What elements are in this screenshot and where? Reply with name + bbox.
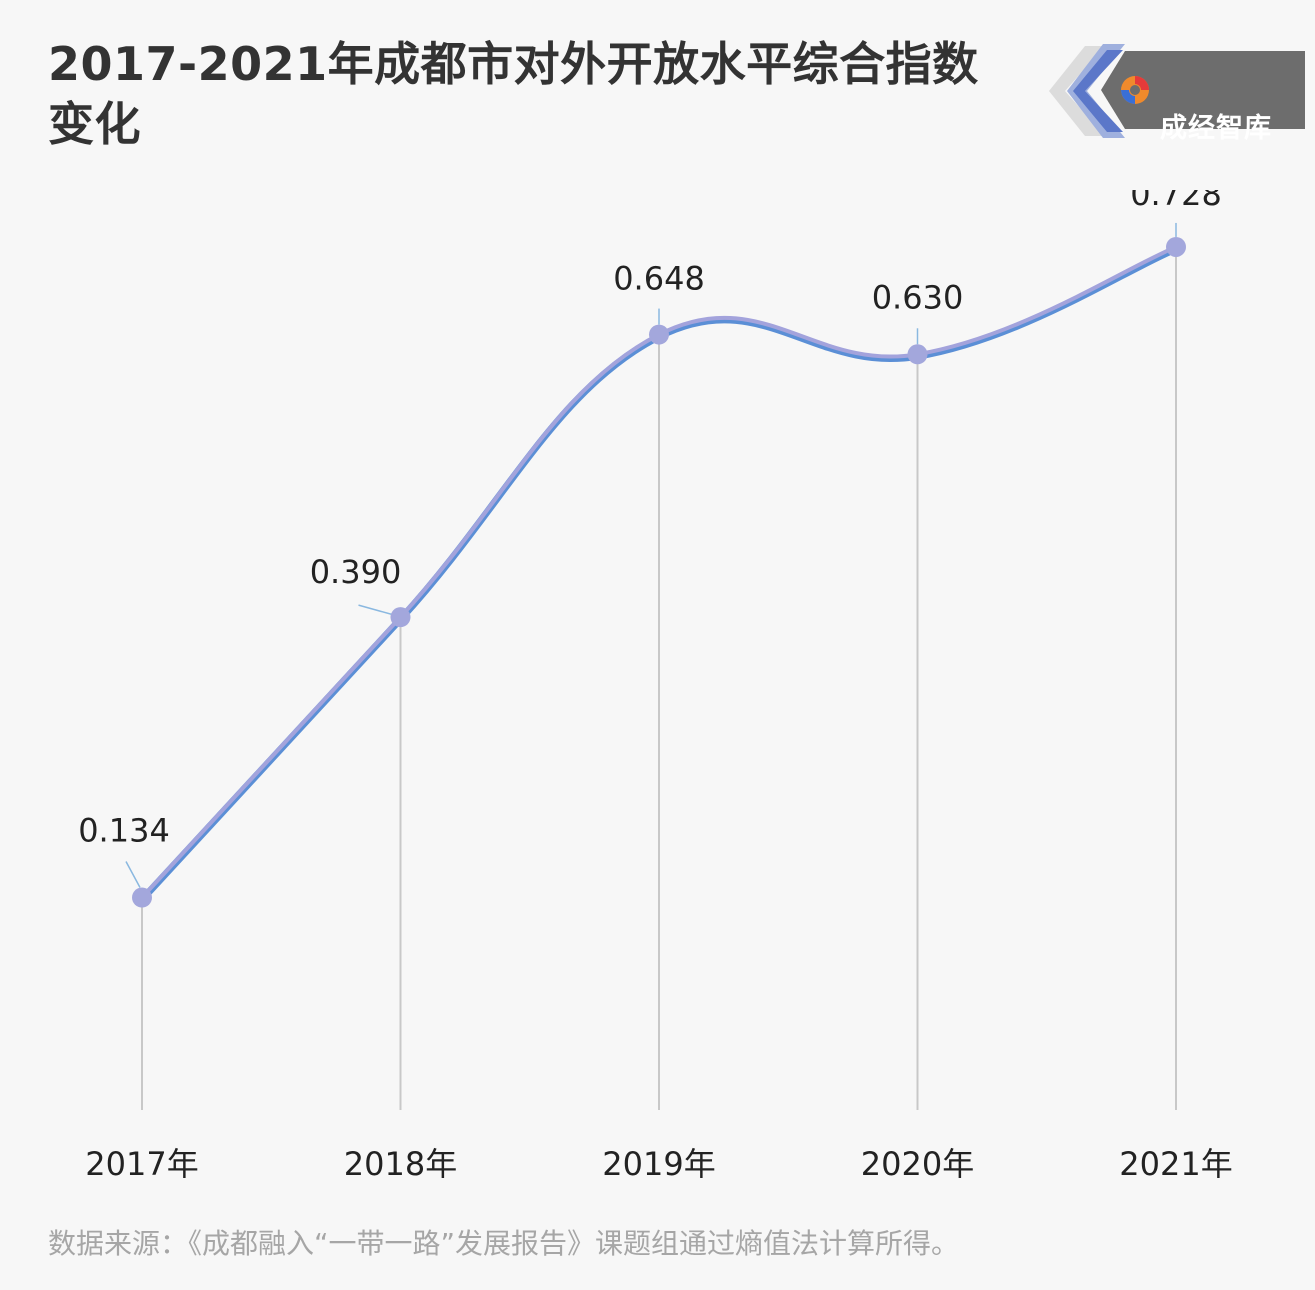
leader-2018年 bbox=[358, 604, 395, 616]
series-line-highlight bbox=[140, 244, 1178, 900]
value-labels: 0.134 0.390 0.648 0.630 0.728 bbox=[78, 190, 1222, 850]
brand-swirl-icon bbox=[1121, 76, 1149, 104]
marker-2021年 bbox=[1166, 236, 1186, 257]
x-tick-label-2017年: 2017年 bbox=[85, 1145, 198, 1183]
marker-2018年 bbox=[390, 607, 411, 628]
value-label-2018年: 0.390 bbox=[310, 553, 402, 591]
label-leaders bbox=[125, 222, 1177, 888]
value-label-2017年: 0.134 bbox=[78, 812, 170, 850]
value-label-2021年: 0.728 bbox=[1130, 190, 1222, 213]
x-tick-label-2021年: 2021年 bbox=[1119, 1145, 1232, 1183]
x-tick-label-2020年: 2020年 bbox=[861, 1145, 974, 1183]
value-label-2019年: 0.648 bbox=[613, 260, 705, 298]
x-axis-ticks: 2017年 2018年 2019年 2020年 2021年 bbox=[85, 1145, 1232, 1183]
marker-2019年 bbox=[649, 324, 669, 345]
gridlines bbox=[141, 246, 1177, 1110]
brand-logo: 成经智库 bbox=[1045, 36, 1315, 146]
marker-2020年 bbox=[907, 344, 928, 365]
marker-2017年 bbox=[132, 887, 152, 908]
brand-label: 成经智库 bbox=[1160, 113, 1272, 144]
leader-2017年 bbox=[125, 861, 141, 888]
value-label-2020年: 0.630 bbox=[872, 278, 964, 316]
x-tick-label-2018年: 2018年 bbox=[344, 1145, 457, 1183]
line-chart: 0.134 0.390 0.648 0.630 0.728 2017年 2018年 2019… bbox=[78, 190, 1233, 1183]
series-line-group bbox=[138, 244, 1180, 904]
x-tick-label-2019年: 2019年 bbox=[602, 1145, 715, 1183]
markers bbox=[132, 236, 1186, 908]
chart-title: 2017-2021年成都市对外开放水平综合指数变化 bbox=[48, 37, 979, 151]
source-note: 数据来源：《成都融入“一带一路”发展报告》课题组通过熵值法计算所得。 bbox=[48, 1227, 960, 1260]
